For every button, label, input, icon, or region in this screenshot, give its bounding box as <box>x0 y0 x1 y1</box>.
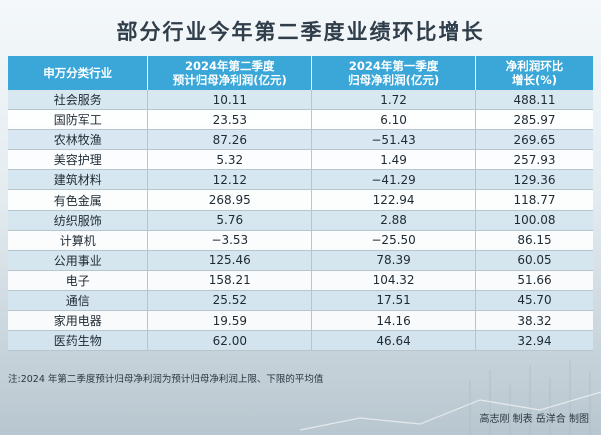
cell-q2-profit: 5.32 <box>148 150 313 171</box>
table-row: 农林牧渔 87.26 −51.43 269.65 <box>8 130 593 151</box>
table-row: 有色金属 268.95 122.94 118.77 <box>8 190 593 211</box>
header-q2-profit: 2024年第二季度 预计归母净利润(亿元) <box>148 56 313 90</box>
header-q1-profit: 2024年第一季度 归母净利润(亿元) <box>312 56 476 90</box>
cell-q2-profit: 12.12 <box>148 170 313 191</box>
cell-growth: 60.05 <box>475 250 593 271</box>
cell-industry: 医药生物 <box>8 331 149 352</box>
footnote: 注:2024 年第二季度预计归母净利润为预计归母净利润上限、下限的平均值 <box>8 374 324 385</box>
table-row: 社会服务 10.11 1.72 488.11 <box>8 90 593 111</box>
cell-q2-profit: −3.53 <box>148 230 313 251</box>
table-row: 美容护理 5.32 1.49 257.93 <box>8 150 593 171</box>
header-q2-line2: 预计归母净利润(亿元) <box>172 73 287 87</box>
header-growth-line2: 增长(%) <box>511 73 558 87</box>
cell-industry: 公用事业 <box>8 250 149 271</box>
table-row: 计算机 −3.53 −25.50 86.15 <box>8 230 593 251</box>
header-growth: 净利润环比 增长(%) <box>475 56 593 90</box>
header-growth-line1: 净利润环比 <box>505 59 564 73</box>
table-row: 家用电器 19.59 14.16 38.32 <box>8 311 593 332</box>
header-industry-line1: 申万分类行业 <box>43 66 113 80</box>
cell-q1-profit: −25.50 <box>312 230 476 251</box>
header-industry: 申万分类行业 <box>8 56 149 90</box>
cell-q2-profit: 62.00 <box>148 331 313 352</box>
cell-q1-profit: 104.32 <box>312 270 476 291</box>
cell-industry: 计算机 <box>8 230 149 251</box>
cell-q2-profit: 158.21 <box>148 270 313 291</box>
table-body: 社会服务 10.11 1.72 488.11 国防军工 23.53 6.10 285.97 农林… <box>8 90 593 352</box>
cell-industry: 美容护理 <box>8 150 149 171</box>
cell-q1-profit: −51.43 <box>312 130 476 151</box>
cell-growth: 488.11 <box>475 90 593 111</box>
cell-q2-profit: 87.26 <box>148 130 313 151</box>
cell-q2-profit: 25.52 <box>148 290 313 312</box>
table-row: 医药生物 62.00 46.64 32.94 <box>8 331 593 352</box>
cell-q1-profit: 14.16 <box>312 311 476 332</box>
cell-q2-profit: 5.76 <box>148 210 313 231</box>
table-row: 电子 158.21 104.32 51.66 <box>8 270 593 291</box>
cell-growth: 86.15 <box>475 230 593 251</box>
cell-q1-profit: 17.51 <box>312 290 476 312</box>
cell-q1-profit: 6.10 <box>312 110 476 131</box>
cell-industry: 通信 <box>8 290 149 312</box>
cell-q1-profit: 46.64 <box>312 331 476 352</box>
cell-industry: 社会服务 <box>8 90 149 111</box>
cell-q1-profit: 2.88 <box>312 210 476 231</box>
header-q1-line2: 归母净利润(亿元) <box>348 73 440 87</box>
cell-q1-profit: 122.94 <box>312 190 476 211</box>
cell-growth: 51.66 <box>475 270 593 291</box>
cell-q1-profit: −41.29 <box>312 170 476 191</box>
table-row: 纺织服饰 5.76 2.88 100.08 <box>8 210 593 231</box>
cell-q2-profit: 10.11 <box>148 90 313 111</box>
cell-growth: 32.94 <box>475 331 593 352</box>
cell-industry: 国防军工 <box>8 110 149 131</box>
cell-growth: 269.65 <box>475 130 593 151</box>
cell-growth: 257.93 <box>475 150 593 171</box>
cell-growth: 129.36 <box>475 170 593 191</box>
cell-q2-profit: 268.95 <box>148 190 313 211</box>
table-row: 国防军工 23.53 6.10 285.97 <box>8 110 593 131</box>
header-q2-line1: 2024年第二季度 <box>185 59 275 73</box>
cell-industry: 有色金属 <box>8 190 149 211</box>
cell-q1-profit: 1.49 <box>312 150 476 171</box>
table-row: 通信 25.52 17.51 45.70 <box>8 290 593 312</box>
table-row: 建筑材料 12.12 −41.29 129.36 <box>8 170 593 191</box>
cell-q2-profit: 23.53 <box>148 110 313 131</box>
cell-industry: 家用电器 <box>8 311 149 332</box>
header-q1-line1: 2024年第一季度 <box>348 59 439 73</box>
cell-industry: 纺织服饰 <box>8 210 149 231</box>
cell-growth: 118.77 <box>475 190 593 211</box>
cell-growth: 100.08 <box>475 210 593 231</box>
cell-growth: 38.32 <box>475 311 593 332</box>
cell-q2-profit: 19.59 <box>148 311 313 332</box>
cell-industry: 电子 <box>8 270 149 291</box>
table-header-row: 申万分类行业 2024年第二季度 预计归母净利润(亿元) 2024年第一季度 归… <box>8 56 593 90</box>
table-row: 公用事业 125.46 78.39 60.05 <box>8 250 593 271</box>
cell-industry: 建筑材料 <box>8 170 149 191</box>
cell-q1-profit: 78.39 <box>312 250 476 271</box>
cell-q2-profit: 125.46 <box>148 250 313 271</box>
cell-growth: 285.97 <box>475 110 593 131</box>
page-title: 部分行业今年第二季度业绩环比增长 <box>116 20 485 44</box>
cell-growth: 45.70 <box>475 290 593 312</box>
data-table: 申万分类行业 2024年第二季度 预计归母净利润(亿元) 2024年第一季度 归… <box>8 56 593 352</box>
cell-industry: 农林牧渔 <box>8 130 149 151</box>
credit-line: 高志刚 制表 岳洋合 制图 <box>479 414 589 425</box>
cell-q1-profit: 1.72 <box>312 90 476 111</box>
